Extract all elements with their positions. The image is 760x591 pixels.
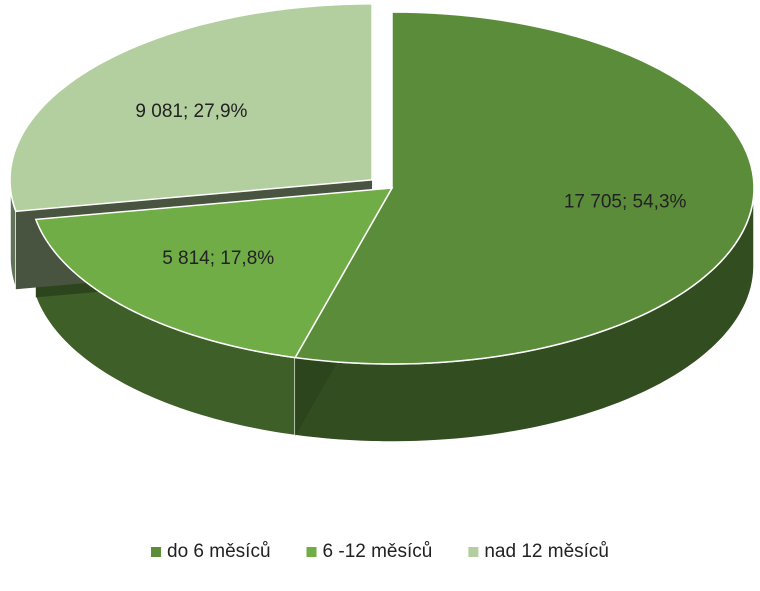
legend-marker [468, 547, 479, 557]
slice [9, 3, 373, 213]
legend-marker [306, 547, 317, 557]
data-label: 9 081; 27,9% [135, 101, 247, 122]
legend-label: do 6 měsíců [167, 541, 271, 562]
data-label: 5 814; 17,8% [162, 248, 274, 269]
legend-label: 6 -12 měsíců [323, 541, 433, 562]
slice [293, 11, 755, 365]
data-label: 17 705; 54,3% [564, 191, 687, 212]
slice [34, 187, 394, 359]
legend-marker [151, 547, 162, 557]
legend-label: nad 12 měsíců [484, 541, 609, 562]
